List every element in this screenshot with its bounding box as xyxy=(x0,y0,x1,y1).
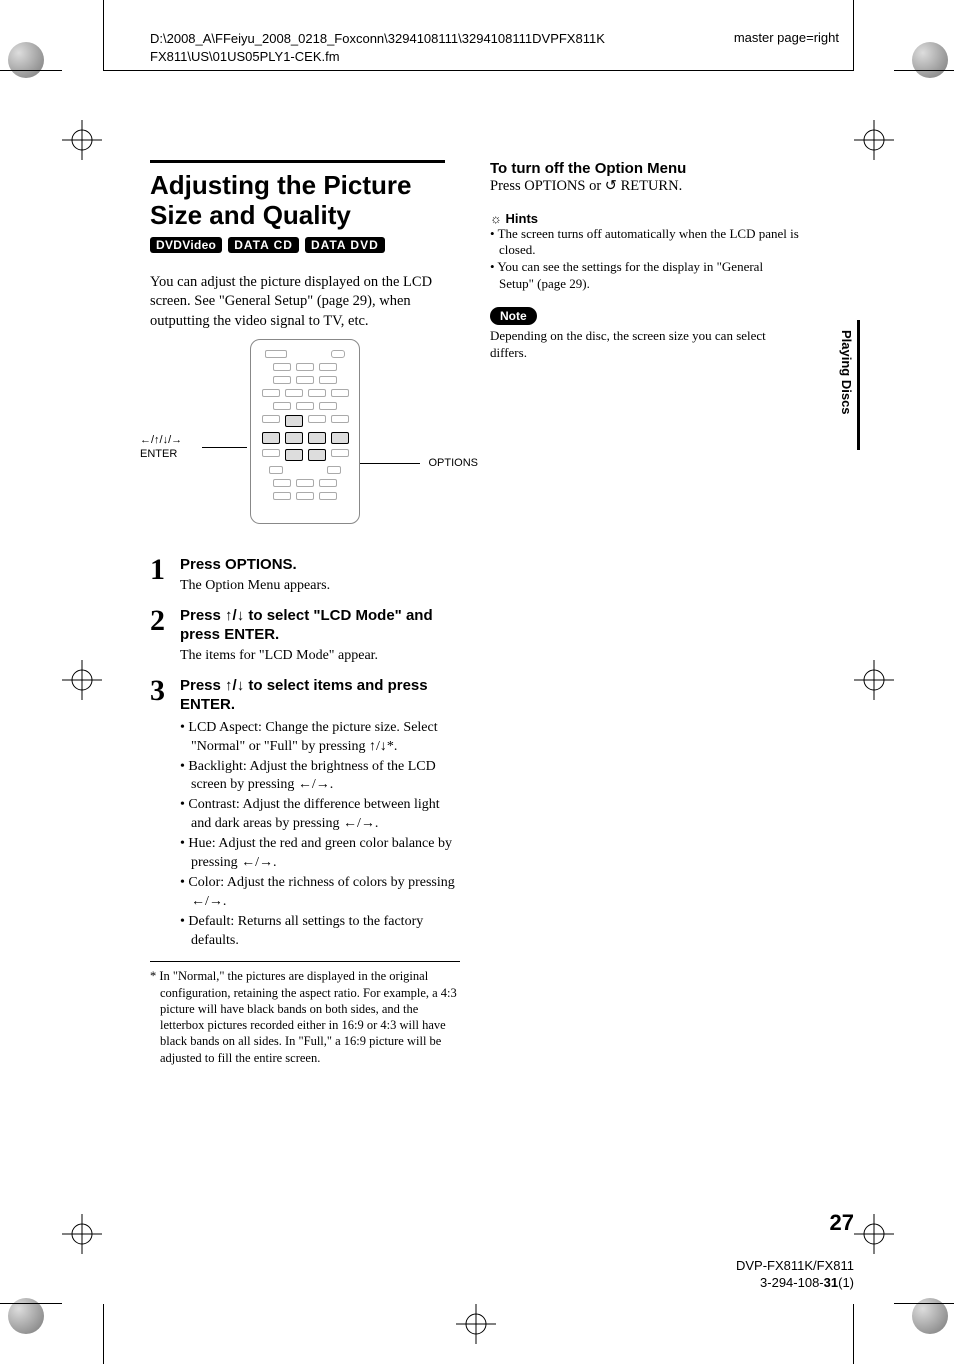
step-number: 1 xyxy=(150,555,172,595)
hints-list: The screen turns off automatically when … xyxy=(490,226,800,294)
header-file-path: D:\2008_A\FFeiyu_2008_0218_Foxconn\32941… xyxy=(150,30,605,65)
step-3: 3 Press ↑/↓ to select items and press EN… xyxy=(150,676,460,952)
step-desc: The Option Menu appears. xyxy=(180,577,460,596)
footer-info: DVP-FX811K/FX811 3-294-108-31(1) xyxy=(736,1258,854,1292)
disc-type-badges: DVDVideo DATA CD DATA DVD xyxy=(150,237,460,253)
bullet-item: Color: Adjust the richness of colors by … xyxy=(180,874,460,912)
section-title: Adjusting the Picture Size and Quality xyxy=(150,171,460,231)
corner-decoration xyxy=(912,42,948,78)
header-master-page: master page=right xyxy=(734,30,839,45)
step-bullets: LCD Aspect: Change the picture size. Sel… xyxy=(180,719,460,951)
registration-mark xyxy=(62,120,102,160)
bullet-item: Contrast: Adjust the difference between … xyxy=(180,796,460,834)
crop-mark xyxy=(853,0,854,70)
badge-data-dvd: DATA DVD xyxy=(305,237,385,253)
registration-mark xyxy=(62,1214,102,1254)
step-2: 2 Press ↑/↓ to select "LCD Mode" and pre… xyxy=(150,606,460,666)
left-column: Adjusting the Picture Size and Quality D… xyxy=(150,160,460,1066)
crop-mark xyxy=(894,70,954,71)
badge-dvd-video: DVDVideo xyxy=(150,237,222,253)
hint-item: The screen turns off automatically when … xyxy=(490,226,800,260)
path-line1: D:\2008_A\FFeiyu_2008_0218_Foxconn\32941… xyxy=(150,31,605,46)
bullet-item: LCD Aspect: Change the picture size. Sel… xyxy=(180,719,460,757)
step-desc: The items for "LCD Mode" appear. xyxy=(180,647,460,666)
footer-code-bold: 31 xyxy=(824,1275,838,1290)
step-heading: Press ↑/↓ to select "LCD Mode" and press… xyxy=(180,606,460,645)
crop-mark xyxy=(103,70,854,71)
step-heading: Press OPTIONS. xyxy=(180,555,460,575)
footer-code-prefix: 3-294-108- xyxy=(760,1275,824,1290)
side-tab: Playing Discs xyxy=(840,320,860,450)
badge-data-cd: DATA CD xyxy=(228,237,299,253)
remote-figure: ←/↑/↓/→ ENTER OPTIONS xyxy=(150,339,460,539)
crop-mark xyxy=(0,1303,62,1304)
registration-mark xyxy=(854,1214,894,1254)
step-heading: Press ↑/↓ to select items and press ENTE… xyxy=(180,676,460,715)
crop-mark xyxy=(103,0,104,70)
footnote-rule xyxy=(150,961,460,962)
footer-code-suffix: (1) xyxy=(838,1275,854,1290)
step-1: 1 Press OPTIONS. The Option Menu appears… xyxy=(150,555,460,595)
callout-enter: ENTER xyxy=(140,448,177,460)
crop-mark xyxy=(103,1304,104,1364)
remote-outline xyxy=(250,339,360,524)
callout-line xyxy=(202,447,247,448)
registration-mark xyxy=(62,660,102,700)
crop-mark xyxy=(0,70,62,71)
note-label: Note xyxy=(490,307,537,325)
right-column: To turn off the Option Menu Press OPTION… xyxy=(490,160,800,1066)
turn-off-heading: To turn off the Option Menu xyxy=(490,160,800,177)
crop-mark xyxy=(894,1303,954,1304)
turn-off-para: Press OPTIONS or ↺ RETURN. xyxy=(490,177,800,197)
note-para: Depending on the disc, the screen size y… xyxy=(490,328,800,362)
path-line2: FX811\US\01US05PLY1-CEK.fm xyxy=(150,49,340,64)
page-number: 27 xyxy=(830,1210,854,1236)
step-number: 2 xyxy=(150,606,172,666)
intro-paragraph: You can adjust the picture displayed on … xyxy=(150,273,460,332)
remote-callout-left: ←/↑/↓/→ ENTER xyxy=(140,434,182,460)
bullet-item: Hue: Adjust the red and green color bala… xyxy=(180,835,460,873)
footnote-text: * In "Normal," the pictures are displaye… xyxy=(150,968,460,1066)
main-content: Adjusting the Picture Size and Quality D… xyxy=(150,160,854,1066)
title-rule xyxy=(150,160,445,163)
registration-mark xyxy=(456,1304,496,1344)
bullet-item: Backlight: Adjust the brightness of the … xyxy=(180,758,460,796)
crop-mark xyxy=(853,1304,854,1364)
footer-model: DVP-FX811K/FX811 xyxy=(736,1258,854,1273)
bullet-item: Default: Returns all settings to the fac… xyxy=(180,913,460,951)
callout-line xyxy=(360,463,420,464)
registration-mark xyxy=(854,120,894,160)
hint-item: You can see the settings for the display… xyxy=(490,259,800,293)
callout-arrows: ←/↑/↓/→ xyxy=(140,434,182,446)
registration-mark xyxy=(854,660,894,700)
side-tab-bar xyxy=(857,320,860,450)
corner-decoration xyxy=(8,42,44,78)
hints-heading: Hints xyxy=(490,211,800,226)
step-number: 3 xyxy=(150,676,172,952)
remote-callout-right: OPTIONS xyxy=(428,457,478,470)
side-tab-text: Playing Discs xyxy=(839,330,854,415)
